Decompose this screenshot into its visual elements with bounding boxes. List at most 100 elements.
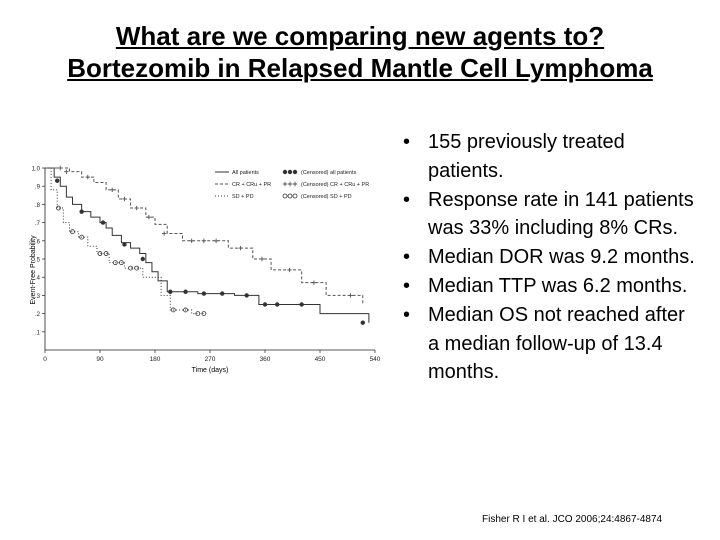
slide-title-line1: What are we comparing new agents to? bbox=[115, 21, 605, 51]
y-tick-label: .1 bbox=[35, 330, 41, 336]
legend-censor-icon bbox=[292, 181, 298, 187]
censor-mark bbox=[110, 187, 115, 193]
legend-censor-icon bbox=[287, 169, 293, 175]
legend-censor-icon bbox=[287, 181, 293, 187]
chart-axes: .1 .2 .3 .4 .5 .6 .7 .8 .9 1.0 0 90 180 270 360 450 540 bbox=[32, 167, 381, 364]
legend-label: SD + PD bbox=[232, 194, 254, 200]
censor-mark bbox=[118, 260, 124, 266]
legend-censor-label: (Censored) CR + CRu + PR bbox=[301, 182, 369, 188]
bullet-list: • 155 previously treated patients. • Respo… bbox=[398, 128, 698, 387]
censor-mark bbox=[140, 256, 145, 262]
censor-mark bbox=[79, 234, 85, 240]
legend-censor-icon bbox=[292, 169, 298, 175]
censor-mark bbox=[97, 251, 103, 256]
legend-label: All patients bbox=[232, 170, 259, 176]
censor-mark bbox=[58, 165, 63, 171]
censor-mark bbox=[103, 251, 109, 256]
censor-mark bbox=[161, 231, 167, 236]
x-tick-label: 180 bbox=[150, 356, 161, 363]
censor-mark bbox=[56, 205, 61, 211]
censor-mark bbox=[238, 245, 243, 251]
bullet-text: Response rate in 141 patients was 33% in… bbox=[428, 188, 694, 240]
y-tick-label: 1.0 bbox=[32, 167, 41, 173]
y-axis-label: Event-Free Probability bbox=[30, 235, 37, 305]
y-tick-label: .9 bbox=[35, 185, 41, 191]
series-1 bbox=[45, 165, 364, 305]
censor-mark bbox=[201, 238, 207, 243]
series-line bbox=[45, 167, 364, 305]
chart-svg: .1.2.3.4.5.6.7.8.91.00 90 180 270 360 450 540 … bbox=[30, 165, 381, 374]
bullet-item: • Response rate in 141 patients was 33% i… bbox=[398, 186, 698, 244]
censor-mark bbox=[360, 320, 365, 325]
censor-mark bbox=[70, 229, 75, 235]
censor-mark bbox=[195, 311, 201, 317]
censor-mark bbox=[122, 242, 127, 247]
censor-mark bbox=[275, 302, 280, 307]
bullet-dot-icon: • bbox=[403, 131, 411, 153]
bullet-text: Median DOR was 9.2 months. bbox=[428, 246, 695, 269]
censor-mark bbox=[128, 265, 133, 271]
x-tick-label: 0 bbox=[43, 356, 47, 363]
censor-mark bbox=[189, 238, 194, 243]
chart-legend: All patients (Censored) all patients CR + … bbox=[215, 169, 369, 200]
y-tick-label: .5 bbox=[35, 258, 41, 264]
citation: Fisher R I et al. JCO 2006;24:4867-4874 bbox=[482, 514, 663, 525]
y-tick-label: .8 bbox=[35, 203, 41, 209]
censor-mark bbox=[311, 280, 317, 285]
x-tick-label: 90 bbox=[96, 356, 104, 363]
legend-censor-label: (Censored) all patients bbox=[301, 170, 357, 176]
censor-mark bbox=[220, 291, 225, 296]
censor-mark bbox=[112, 260, 118, 266]
bullet-item: • Median OS not reached after a median fo… bbox=[398, 301, 698, 387]
censor-mark bbox=[168, 289, 173, 294]
censor-mark bbox=[262, 302, 268, 307]
slide-title-line2: Bortezomib in Relapsed Mantle Cell Lymph… bbox=[67, 53, 653, 83]
legend-censor-icon bbox=[282, 169, 288, 175]
kaplan-meier-chart: .1.2.3.4.5.6.7.8.9 1.0 0 90 180 270 360 450 540 … bbox=[25, 160, 385, 380]
series-line bbox=[45, 167, 370, 323]
y-tick-label: .6 bbox=[35, 239, 41, 245]
bullet-dot-icon: • bbox=[403, 303, 411, 326]
legend-censor-icon bbox=[282, 193, 288, 199]
censor-mark bbox=[213, 238, 219, 243]
bullet-dot-icon: • bbox=[403, 274, 411, 297]
censor-mark bbox=[134, 205, 139, 211]
slide-title: What are we comparing new agents to? Bor… bbox=[0, 20, 720, 84]
censor-mark bbox=[55, 178, 60, 183]
censor-mark bbox=[299, 302, 304, 307]
legend-censor-icon bbox=[292, 193, 298, 199]
bullet-item: • Median DOR was 9.2 months. bbox=[398, 243, 698, 272]
legend-censor-label: (Censored) SD + PD bbox=[301, 194, 352, 200]
legend-censor-icon bbox=[282, 181, 288, 187]
y-tick-label: .3 bbox=[35, 294, 41, 300]
censor-mark bbox=[64, 169, 69, 174]
censor-mark bbox=[201, 311, 207, 317]
censor-mark bbox=[79, 209, 84, 214]
legend-label: CR + CRu + PR bbox=[232, 182, 271, 188]
censor-mark bbox=[85, 174, 90, 180]
censor-mark bbox=[183, 289, 188, 294]
censor-mark bbox=[348, 293, 353, 298]
censor-mark bbox=[146, 214, 152, 220]
censor-mark bbox=[244, 293, 249, 298]
x-tick-label: 360 bbox=[260, 356, 271, 363]
bullet-dot-icon: • bbox=[403, 246, 411, 269]
censor-mark bbox=[183, 307, 188, 313]
y-tick-label: .2 bbox=[35, 312, 41, 318]
y-tick-label: .7 bbox=[35, 221, 41, 227]
series-2 bbox=[45, 167, 207, 317]
chart-series bbox=[45, 165, 370, 325]
censor-mark bbox=[287, 267, 292, 273]
censor-mark bbox=[134, 265, 140, 271]
bullet-item: • 155 previously treated patients. bbox=[398, 128, 698, 186]
legend-censor-icon bbox=[287, 193, 293, 199]
x-tick-label: 540 bbox=[370, 356, 381, 363]
censor-mark bbox=[122, 196, 127, 202]
bullet-text: Median TTP was 6.2 months. bbox=[428, 274, 688, 297]
censor-mark bbox=[201, 291, 207, 296]
x-tick-label: 270 bbox=[205, 356, 216, 363]
bullet-dot-icon: • bbox=[403, 188, 411, 211]
bullet-text: Median OS not reached after a median fol… bbox=[428, 303, 685, 384]
x-axis-label: Time (days) bbox=[192, 367, 229, 374]
bullet-item: • Median TTP was 6.2 months. bbox=[398, 272, 698, 301]
